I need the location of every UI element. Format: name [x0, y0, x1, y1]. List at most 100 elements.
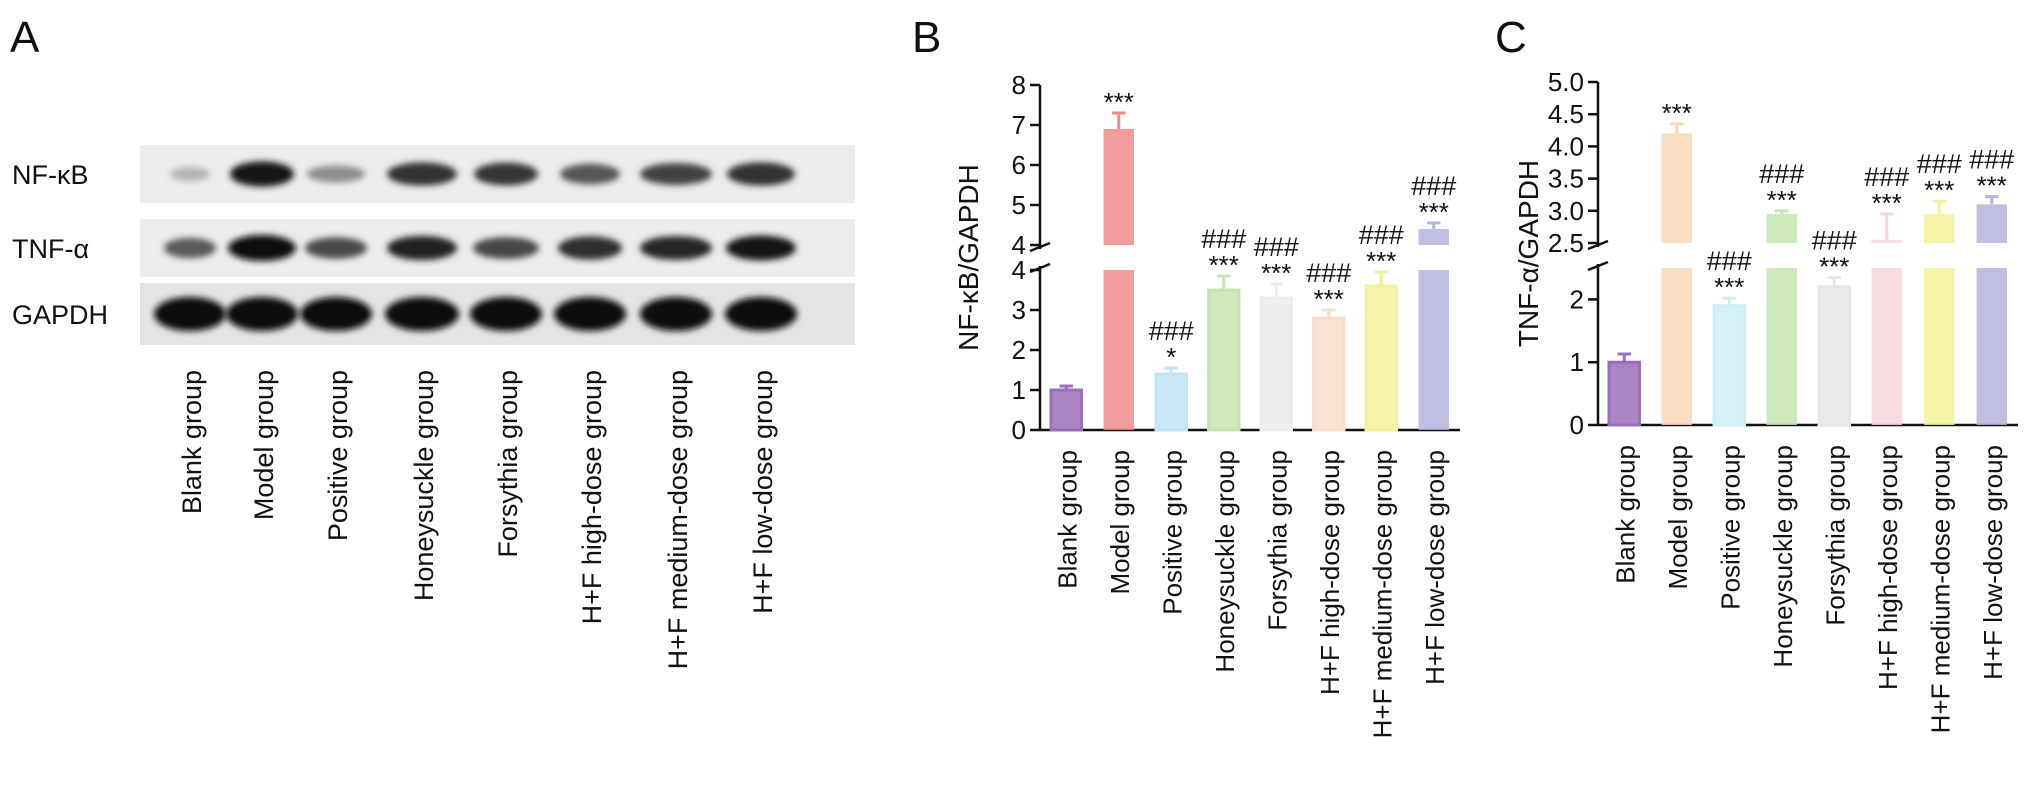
lane-labels: Blank group Model group Positive group Hone… — [177, 370, 778, 669]
y-tick-label: 2 — [1012, 335, 1026, 365]
y-tick-label: 1 — [1570, 347, 1584, 377]
blot-band — [473, 237, 539, 259]
blot-band — [640, 235, 712, 261]
bar-honeysuckle-group: ***### Honeysuckle group — [1759, 159, 1804, 668]
blot-band — [726, 235, 796, 261]
blot-band — [170, 166, 210, 182]
blot-row-tnf: TNF-α — [12, 219, 855, 277]
x-tick-label-h-f-high-dose-group: H+F high-dose group — [1315, 450, 1345, 695]
bar — [1312, 316, 1346, 432]
significance-star: *** — [1662, 98, 1692, 128]
bar-lower-segment — [1766, 268, 1797, 425]
axis-break-mark — [1587, 239, 1609, 251]
blot-band — [474, 162, 538, 186]
y-axis-label: TNF-α/GAPDH — [1513, 160, 1544, 347]
bar-upper-segment — [1924, 214, 1955, 243]
y-tick-label: 3 — [1012, 295, 1026, 325]
lane-label-h-f-medium-dose-group: H+F medium-dose group — [663, 370, 693, 669]
significance-star: *** — [1104, 87, 1134, 117]
bar-upper-segment — [1418, 229, 1449, 245]
bar-h-f-low-dose-group: ***### H+F low-dose group — [1969, 145, 2014, 680]
bar-lower-segment — [1976, 268, 2007, 425]
y-tick-label: 4 — [1012, 230, 1026, 260]
x-tick-label-h-f-low-dose-group: H+F low-dose group — [1420, 450, 1450, 685]
significance-hash: ### — [1917, 149, 1962, 179]
x-tick-label-model-group: Model group — [1663, 445, 1693, 590]
blot-band — [554, 297, 626, 331]
bar-lower-segment — [1661, 268, 1692, 425]
x-tick-label-positive-group: Positive group — [1157, 450, 1187, 615]
x-tick-label-h-f-low-dose-group: H+F low-dose group — [1978, 445, 2008, 680]
y-tick-label: 5.0 — [1548, 67, 1584, 97]
y-tick-label: 6 — [1012, 150, 1026, 180]
bar — [1207, 288, 1241, 432]
blot-row-nf-b: NF-κB — [12, 145, 855, 203]
bar-h-f-high-dose-group: ***### H+F high-dose group — [1306, 258, 1351, 695]
panel-b: B NF-κB/GAPDH 0 1 2 3 44 5 6 7 8 Blank group *** Mod… — [912, 13, 1460, 738]
chart-tnfa: TNF-α/GAPDH 0 1 2 2.53.03.54.04.55.0 Blank gr… — [1513, 67, 2018, 733]
blot-band — [558, 236, 622, 260]
blot-label-gapdh: GAPDH — [12, 300, 108, 330]
lane-label-h-f-high-dose-group: H+F high-dose group — [577, 370, 607, 624]
lane-label-blank-group: Blank group — [177, 370, 207, 514]
blot-label-nf-b: NF-κB — [12, 160, 89, 190]
blot-band — [164, 237, 216, 259]
y-tick-label: 4.5 — [1548, 99, 1584, 129]
x-tick-label-forsythia-group: Forsythia group — [1820, 445, 1850, 626]
significance-hash: ### — [1759, 159, 1804, 189]
blot-band — [307, 165, 365, 183]
bar-h-f-medium-dose-group: ***### H+F medium-dose group — [1917, 149, 1962, 733]
x-tick-label-blank-group: Blank group — [1610, 445, 1640, 584]
bar — [1259, 296, 1293, 432]
significance-star: *** — [1767, 185, 1797, 215]
y-tick-label: 5 — [1012, 190, 1026, 220]
bar — [1712, 304, 1746, 427]
bar-blank-group: Blank group — [1607, 352, 1641, 584]
x-tick-label-h-f-medium-dose-group: H+F medium-dose group — [1925, 445, 1955, 733]
significance-star: *** — [1419, 197, 1449, 227]
bar-positive-group: *### Positive group — [1149, 316, 1194, 615]
significance-star: *** — [1924, 175, 1954, 205]
x-tick-label-forsythia-group: Forsythia group — [1262, 450, 1292, 631]
significance-star: *** — [1872, 188, 1902, 218]
axis-break-mark — [1029, 241, 1051, 253]
blot-band — [226, 297, 298, 331]
y-tick-label: 2.5 — [1548, 228, 1584, 258]
bar — [1817, 285, 1851, 427]
panel-letter-a: A — [10, 13, 40, 62]
significance-star: *** — [1366, 246, 1396, 276]
y-tick-label: 0 — [1012, 415, 1026, 445]
bar-model-group: *** Model group — [1103, 87, 1135, 595]
bar-upper-segment — [1976, 204, 2007, 243]
blot-row-gapdh: GAPDH — [12, 283, 855, 345]
western-blot: NF-κB TNF-α GAPDH — [12, 145, 855, 345]
blot-band — [640, 297, 712, 331]
blot-band — [727, 162, 795, 186]
bar-lower-segment — [1103, 270, 1134, 430]
significance-star: *** — [1209, 250, 1239, 280]
blot-label-tnf: TNF-α — [12, 234, 89, 264]
panel-letter-c: C — [1495, 13, 1527, 62]
y-tick-label: 7 — [1012, 110, 1026, 140]
x-tick-label-h-f-medium-dose-group: H+F medium-dose group — [1367, 450, 1397, 738]
bar-positive-group: ***### Positive group — [1707, 246, 1752, 610]
bar-honeysuckle-group: ***### Honeysuckle group — [1201, 224, 1246, 673]
significance-star: *** — [1819, 251, 1849, 281]
bar-upper-segment — [1766, 214, 1797, 243]
blot-band — [387, 162, 457, 186]
x-tick-label-h-f-high-dose-group: H+F high-dose group — [1873, 445, 1903, 690]
bar-lower-segment — [1418, 270, 1449, 430]
panel-c: C TNF-α/GAPDH 0 1 2 2.53.03.54.04.55.0 Blank … — [1495, 13, 2018, 733]
bar-lower-segment — [1871, 268, 1902, 425]
significance-star: *** — [1977, 171, 2007, 201]
axis-break-mark — [1587, 260, 1609, 272]
blot-band — [725, 297, 797, 331]
significance-hash: ### — [1306, 258, 1351, 288]
bar — [1154, 372, 1188, 432]
bar-upper-segment — [1661, 133, 1692, 243]
bar-model-group: *** Model group — [1661, 98, 1693, 590]
bar-forsythia-group: ***### Forsythia group — [1254, 232, 1299, 631]
blot-band — [560, 163, 620, 185]
y-axis-label: NF-κB/GAPDH — [953, 164, 984, 351]
